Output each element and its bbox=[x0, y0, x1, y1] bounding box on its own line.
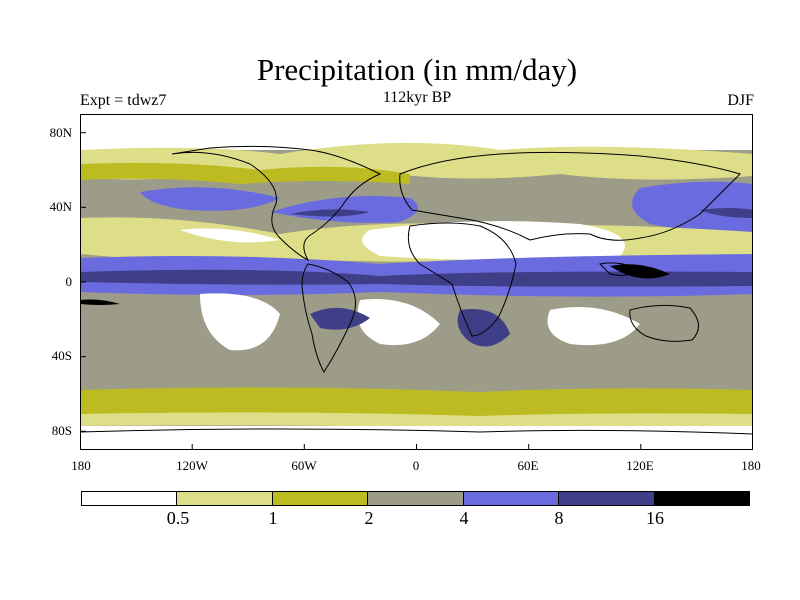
y-tick-0: 0 bbox=[65, 274, 73, 289]
sahara-dry-zone bbox=[362, 221, 625, 260]
y-tick-80s: 80S bbox=[51, 423, 72, 438]
colorbar-swatch-2 bbox=[177, 492, 273, 505]
colorbar-label-8: 8 bbox=[554, 508, 564, 528]
x-tick-120w: 120W bbox=[176, 458, 208, 473]
kuroshio-core bbox=[700, 208, 753, 218]
warm-pool-max bbox=[610, 264, 670, 279]
x-tick-60e: 60E bbox=[517, 458, 539, 473]
colorbar-swatch-4 bbox=[368, 492, 464, 505]
atlantic-storm-track bbox=[270, 195, 418, 223]
north-pacific-band bbox=[80, 162, 410, 184]
colorbar-label-1: 1 bbox=[268, 508, 278, 528]
spcz-max bbox=[80, 299, 120, 305]
south-atlantic-dry bbox=[357, 299, 440, 346]
se-pacific-dry bbox=[200, 293, 280, 351]
precipitation-map bbox=[80, 114, 753, 450]
map-canvas bbox=[80, 114, 753, 450]
southern-africa-wet bbox=[457, 309, 510, 347]
season-label: DJF bbox=[727, 92, 754, 109]
coastlines bbox=[80, 145, 753, 435]
itcz-core bbox=[80, 269, 753, 287]
y-tick-80n: 80N bbox=[49, 125, 72, 140]
chart-title: Precipitation (in mm/day) bbox=[256, 52, 578, 87]
colorbar-swatch-1 bbox=[82, 492, 178, 505]
east-pacific-dry bbox=[180, 228, 280, 243]
southern-subpolar-band bbox=[80, 387, 753, 420]
y-tick-40s: 40S bbox=[51, 348, 72, 363]
colorbar-label-4: 4 bbox=[459, 508, 469, 528]
x-tick-180e: 180 bbox=[741, 458, 761, 473]
colorbar-swatch-3 bbox=[272, 492, 369, 505]
amazon-wet bbox=[310, 307, 370, 330]
colorbar bbox=[81, 491, 750, 506]
atlantic-storm-core bbox=[290, 209, 370, 217]
colorbar-swatch-6 bbox=[559, 492, 655, 505]
west-pacific-storm-track bbox=[632, 181, 753, 238]
experiment-label: Expt = tdwz7 bbox=[80, 92, 167, 109]
y-tick-40n: 40N bbox=[49, 199, 72, 214]
axis-ticks bbox=[80, 132, 642, 450]
x-tick-180w: 180 bbox=[71, 458, 91, 473]
colorbar-label-0-5: 0.5 bbox=[166, 508, 190, 528]
colorbar-label-2: 2 bbox=[364, 508, 374, 528]
period-label: 112kyr BP bbox=[382, 89, 452, 106]
x-tick-120e: 120E bbox=[626, 458, 654, 473]
southern-ocean-band bbox=[80, 361, 753, 392]
x-tick-0: 0 bbox=[412, 458, 420, 473]
pacific-storm-track bbox=[140, 187, 280, 211]
colorbar-swatch-7 bbox=[654, 492, 749, 505]
antarctic-margin-band bbox=[80, 412, 753, 428]
x-tick-60w: 60W bbox=[291, 458, 317, 473]
south-indian-dry bbox=[547, 307, 640, 346]
colorbar-swatch-5 bbox=[463, 492, 560, 505]
colorbar-label-16: 16 bbox=[646, 508, 664, 528]
